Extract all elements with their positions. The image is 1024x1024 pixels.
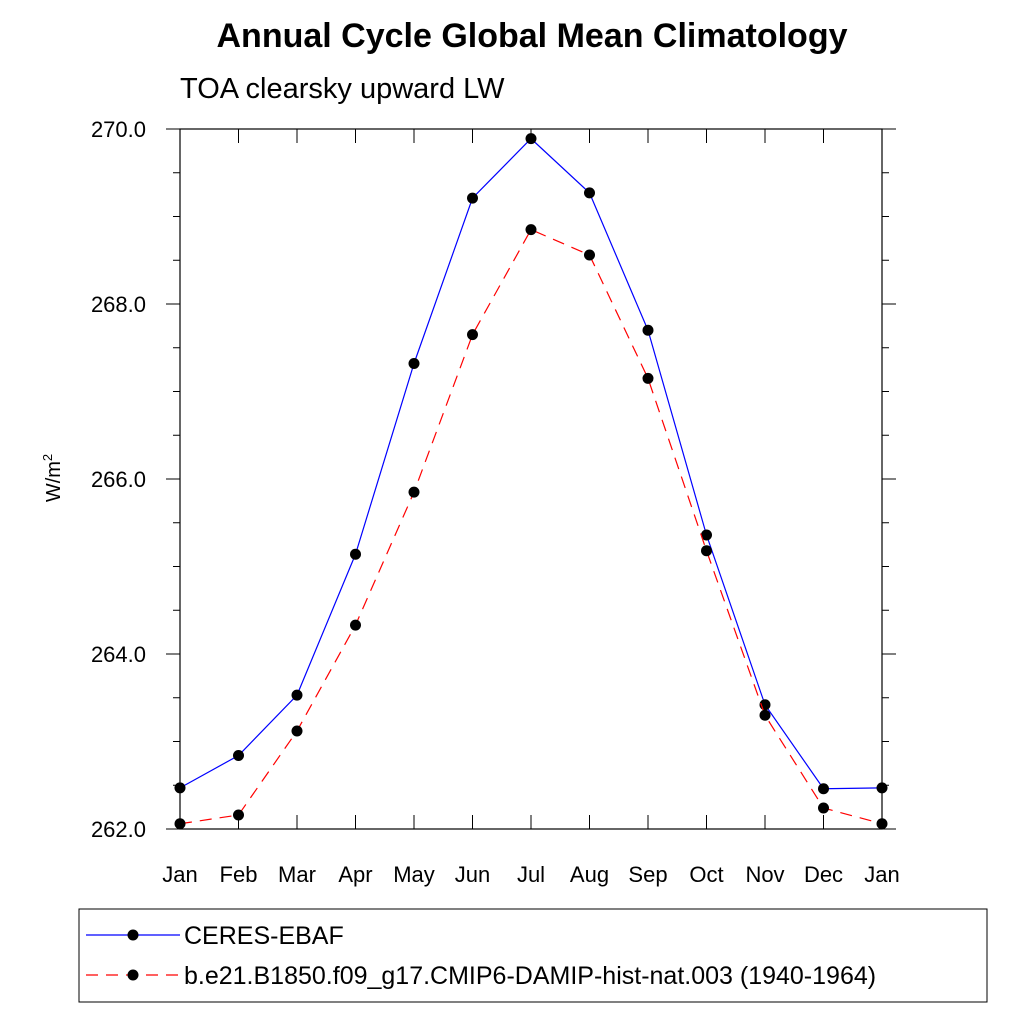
- data-point-series-1: [291, 725, 303, 737]
- x-tick-label: Sep: [628, 862, 667, 887]
- data-point-series-1: [642, 372, 654, 384]
- data-point-series-1: [876, 818, 888, 830]
- y-axis-label-superscript: 2: [40, 454, 55, 461]
- y-tick-label: 266.0: [91, 467, 146, 492]
- data-point-series-1: [584, 249, 595, 261]
- data-point-series-1: [467, 329, 478, 341]
- x-tick-label: Jun: [455, 862, 490, 887]
- x-tick-label: Jul: [517, 862, 545, 887]
- data-point-series-0: [818, 783, 829, 795]
- x-tick-label: Apr: [338, 862, 372, 887]
- x-tick-label: Mar: [278, 862, 316, 887]
- chart-subtitle: TOA clearsky upward LW: [180, 73, 505, 105]
- data-point-series-1: [759, 709, 771, 721]
- chart-title: Annual Cycle Global Mean Climatology: [217, 17, 848, 55]
- y-axis-label-base: W/m: [43, 461, 65, 502]
- x-tick-label: Aug: [570, 862, 609, 887]
- x-tick-label: Jan: [162, 862, 197, 887]
- x-tick-label: Jan: [864, 862, 899, 887]
- data-point-series-1: [174, 818, 186, 830]
- legend-entry-ceres: CERES-EBAF: [86, 922, 344, 950]
- data-point-series-0: [233, 750, 244, 761]
- y-axis-label: W/m2: [40, 454, 65, 502]
- data-point-series-0: [525, 133, 537, 145]
- legend-label-ceres: CERES-EBAF: [184, 922, 344, 950]
- data-point-series-1: [701, 545, 712, 557]
- data-point-series-0: [876, 782, 888, 794]
- legend: CERES-EBAF b.e21.B1850.f09_g17.CMIP6-DAM…: [78, 908, 988, 1003]
- plot-area: Jan Feb Mar Apr May Jun Jul Aug Sep Oct Nov Dec Jan 2…: [91, 117, 900, 887]
- x-tick-label: Nov: [745, 862, 784, 887]
- series-line-1: [179, 228, 883, 825]
- data-point-series-1: [408, 486, 420, 498]
- legend-marker-model: [127, 969, 139, 981]
- x-tick-label: Dec: [804, 862, 843, 887]
- data-point-series-0: [291, 689, 303, 701]
- data-point-series-0: [350, 548, 361, 560]
- x-tick-label: Feb: [220, 862, 258, 887]
- x-tick-label: Oct: [689, 862, 723, 887]
- x-tick-label: May: [393, 862, 435, 887]
- y-tick-label: 264.0: [91, 642, 146, 667]
- y-tick-label: 270.0: [91, 117, 146, 142]
- legend-marker-ceres: [127, 929, 139, 941]
- data-point-series-1: [233, 809, 244, 821]
- data-point-series-0: [584, 187, 595, 199]
- data-point-series-0: [408, 358, 420, 369]
- data-point-series-0: [701, 529, 712, 541]
- series-line-0: [179, 137, 883, 790]
- legend-entry-model: b.e21.B1850.f09_g17.CMIP6-DAMIP-hist-nat…: [86, 962, 876, 990]
- legend-label-model: b.e21.B1850.f09_g17.CMIP6-DAMIP-hist-nat…: [184, 962, 876, 990]
- data-point-series-0: [174, 782, 186, 794]
- legend-box: [78, 908, 988, 1003]
- data-point-series-1: [525, 224, 537, 236]
- data-point-series-0: [642, 324, 654, 336]
- data-point-series-1: [350, 619, 361, 631]
- data-point-series-0: [467, 192, 478, 204]
- y-tick-label: 268.0: [91, 292, 146, 317]
- y-tick-label: 262.0: [91, 817, 146, 842]
- data-point-series-1: [818, 802, 829, 814]
